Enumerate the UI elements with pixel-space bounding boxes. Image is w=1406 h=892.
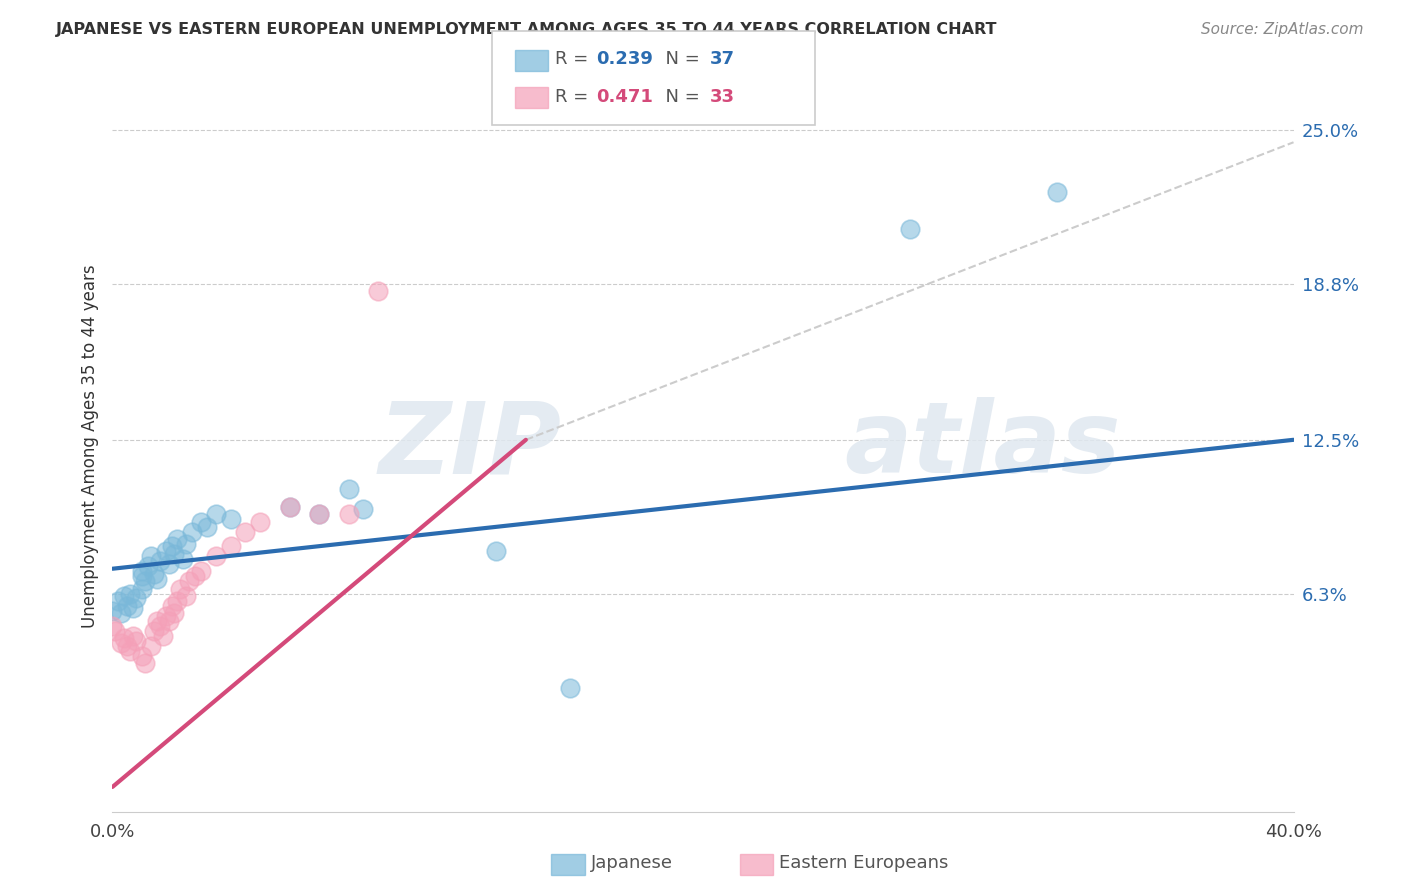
Point [160,540,183,554]
Point [125,633,148,648]
Point [166,532,188,546]
Point [233,524,256,539]
Point [112,589,135,603]
Point [184,569,207,583]
Text: 0.471: 0.471 [596,87,652,105]
Point [249,515,271,529]
Point [172,551,194,566]
Point [898,222,921,236]
Text: N =: N = [654,51,706,69]
Point [278,500,301,514]
Point [139,549,162,564]
Point [337,483,360,497]
Point [110,636,132,650]
Text: Eastern Europeans: Eastern Europeans [779,855,948,872]
Point [152,629,174,643]
Point [149,619,172,633]
Point [131,582,153,596]
Point [308,507,330,521]
Point [219,540,242,554]
Point [110,607,132,621]
Point [142,624,165,638]
Text: atlas: atlas [845,398,1121,494]
Point [558,681,582,695]
Text: 37: 37 [710,51,735,69]
Point [107,594,129,608]
Point [195,519,218,533]
Point [352,502,374,516]
Text: ZIP: ZIP [378,398,561,494]
Point [166,594,188,608]
Point [157,557,180,571]
Point [205,549,228,564]
Point [157,614,180,628]
Point [337,507,360,521]
Point [169,582,191,596]
Text: 0.239: 0.239 [596,51,652,69]
Point [131,648,153,663]
Text: Japanese: Japanese [591,855,672,872]
Point [122,629,145,643]
Text: Source: ZipAtlas.com: Source: ZipAtlas.com [1201,22,1364,37]
Point [134,574,156,588]
Point [179,574,201,588]
Point [205,507,228,521]
Point [367,284,389,298]
Point [174,537,197,551]
Point [146,572,169,586]
Point [149,554,172,568]
Text: R =: R = [555,51,595,69]
Text: N =: N = [654,87,706,105]
Point [146,614,169,628]
Point [308,507,330,521]
Point [136,559,159,574]
Point [117,639,138,653]
Point [278,500,301,514]
Point [485,544,508,558]
Text: 33: 33 [710,87,735,105]
Text: JAPANESE VS EASTERN EUROPEAN UNEMPLOYMENT AMONG AGES 35 TO 44 YEARS CORRELATION : JAPANESE VS EASTERN EUROPEAN UNEMPLOYMEN… [56,22,998,37]
Point [219,512,242,526]
Text: R =: R = [555,87,595,105]
Point [104,624,127,638]
Point [131,564,153,578]
Point [120,586,142,600]
Point [181,524,204,539]
Y-axis label: Unemployment Among Ages 35 to 44 years: Unemployment Among Ages 35 to 44 years [80,264,98,628]
Point [174,589,197,603]
Point [131,569,153,583]
Point [163,607,186,621]
Point [139,639,162,653]
Point [1046,185,1069,199]
Point [122,601,145,615]
Point [125,591,148,606]
Point [163,547,186,561]
Point [155,544,177,558]
Point [101,604,124,618]
Point [134,656,156,670]
Point [120,643,142,657]
Point [117,599,138,613]
Point [112,631,135,645]
Point [190,515,212,529]
Point [160,599,183,613]
Point [101,619,124,633]
Point [155,608,177,623]
Point [142,566,165,581]
Point [190,564,212,578]
